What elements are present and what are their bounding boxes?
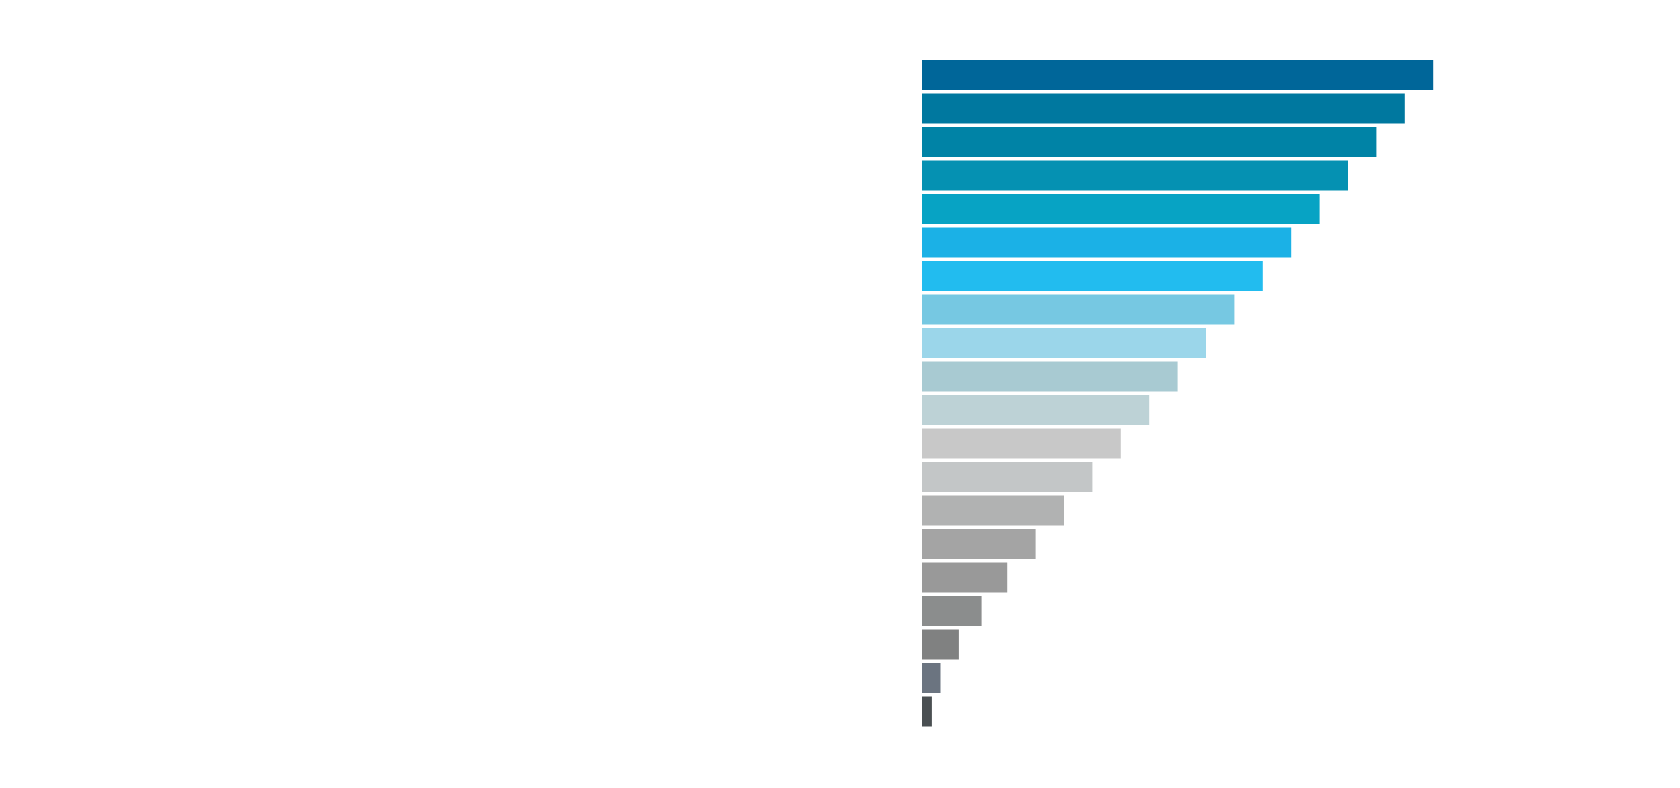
bar-9 (922, 328, 1206, 358)
bar-16 (922, 562, 1008, 593)
bar-15 (922, 529, 1036, 559)
bar-6 (922, 227, 1292, 258)
bar-7 (922, 261, 1263, 291)
bar-12 (922, 428, 1121, 459)
bar-11 (922, 395, 1150, 425)
bar-3 (922, 127, 1377, 157)
bar-19 (922, 663, 941, 693)
bar-13 (922, 462, 1093, 492)
bar-8 (922, 294, 1235, 325)
bar-1 (922, 60, 1434, 90)
bar-10 (922, 361, 1178, 392)
bar-4 (922, 160, 1348, 191)
bar-2 (922, 93, 1405, 124)
bar-5 (922, 194, 1320, 224)
bar-14 (922, 495, 1064, 526)
bar-17 (922, 596, 982, 626)
bars-group (922, 60, 1434, 727)
bar-20 (922, 696, 932, 727)
bar-18 (922, 629, 959, 660)
